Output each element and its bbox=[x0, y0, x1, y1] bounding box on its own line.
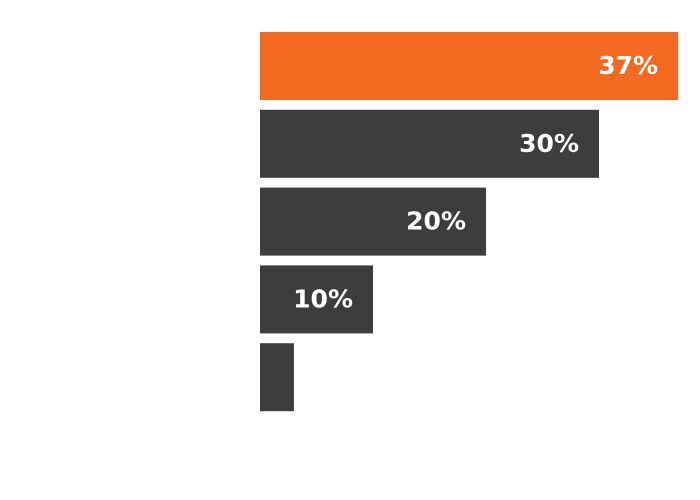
value-label: 37% bbox=[598, 51, 658, 80]
bar bbox=[260, 265, 373, 334]
bar bbox=[260, 109, 599, 178]
bar bbox=[260, 32, 679, 100]
value-label: 20% bbox=[406, 207, 466, 236]
value-label: 10% bbox=[293, 284, 353, 313]
value-label: 30% bbox=[519, 129, 579, 158]
bar bbox=[260, 343, 294, 412]
bar bbox=[260, 187, 486, 256]
